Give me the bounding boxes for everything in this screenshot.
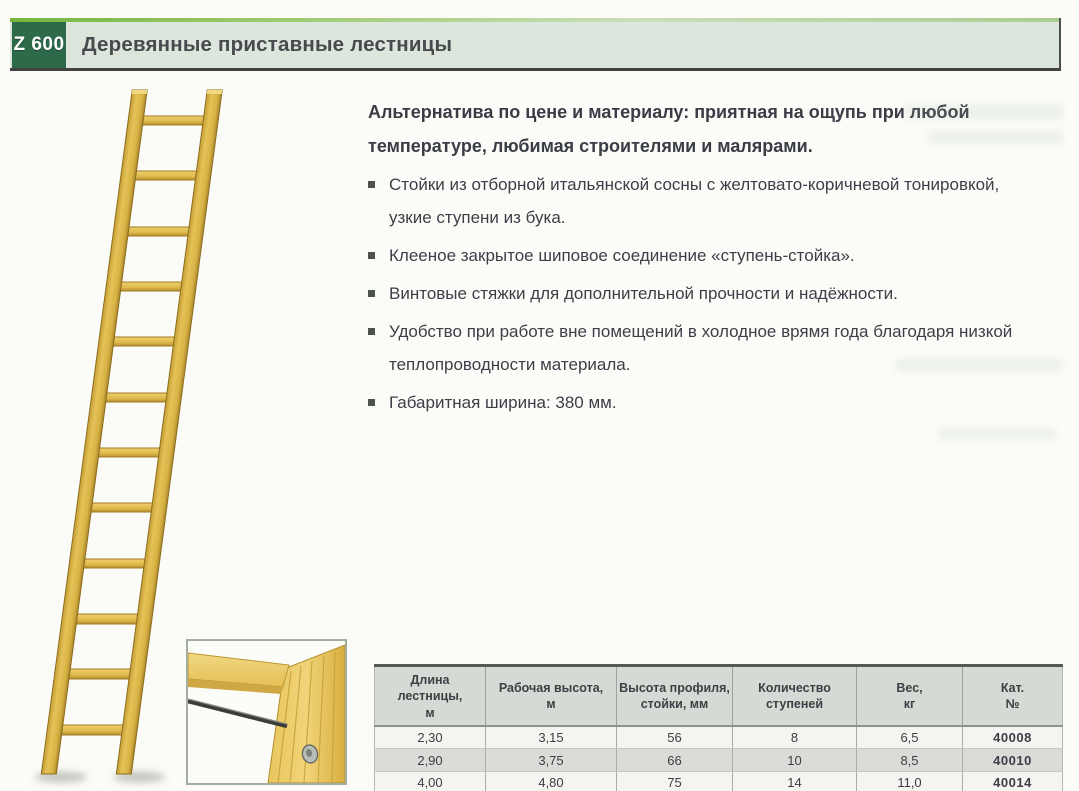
product-code: Z 600: [13, 34, 65, 55]
print-bleed-artifact: [928, 130, 1063, 144]
cell-length: 4,00: [374, 771, 486, 791]
ladder-photo: [35, 89, 223, 783]
table-row: 2,30 3,15 56 8 6,5 40008: [374, 725, 1063, 750]
print-bleed-artifact: [938, 428, 1056, 440]
col-header-profile-height: Высота профиля, стойки, мм: [616, 663, 733, 727]
intro-paragraph: Альтернатива по цене и материалу: приятн…: [368, 102, 970, 156]
table-row: 4,00 4,80 75 14 11,0 40014: [374, 771, 1063, 791]
cell-length: 2,30: [374, 725, 486, 750]
feature-list: Стойки из отборной итальянской сосны с ж…: [368, 168, 1033, 424]
col-header-length: Длина лестницы, м: [374, 663, 486, 727]
cell-step-count: 14: [732, 771, 857, 791]
feature-text: Стойки из отборной итальянской сосны с ж…: [389, 175, 1000, 227]
feature-text: Клееное закрытое шиповое соединение «сту…: [389, 246, 855, 265]
print-bleed-artifact: [895, 358, 1063, 372]
cell-cat-no: 40010: [962, 748, 1063, 773]
joint-detail-image: [186, 639, 347, 785]
product-code-badge: Z 600: [12, 22, 66, 68]
cell-profile-height: 56: [616, 725, 733, 750]
ladder-image: [15, 88, 350, 788]
col-header-cat-no: Кат. №: [962, 663, 1063, 727]
band-accent-line: [10, 18, 1059, 22]
col-header-weight: Вес, кг: [856, 663, 963, 727]
spec-table: Длина лестницы, м Рабочая высота, м Высота…: [374, 663, 1063, 791]
cell-profile-height: 75: [616, 771, 733, 791]
cell-cat-no: 40014: [962, 771, 1063, 791]
table-row: 2,90 3,75 66 10 8,5 40010: [374, 748, 1063, 773]
cell-step-count: 10: [732, 748, 857, 773]
feature-text: Винтовые стяжки для дополнительной прочн…: [389, 284, 898, 303]
cell-working-height: 3,15: [485, 725, 617, 750]
feature-item: Габаритная ширина: 380 мм.: [368, 386, 1033, 419]
cell-weight: 6,5: [856, 725, 963, 750]
cell-working-height: 4,80: [485, 771, 617, 791]
bullet-square-icon: [368, 181, 375, 188]
feature-item: Стойки из отборной итальянской сосны с ж…: [368, 168, 1033, 234]
feature-text: Габаритная ширина: 380 мм.: [389, 393, 617, 412]
feature-item: Винтовые стяжки для дополнительной прочн…: [368, 277, 1033, 310]
cell-step-count: 8: [732, 725, 857, 750]
bullet-square-icon: [368, 252, 375, 259]
page-title: Деревянные приставные лестницы: [82, 33, 453, 56]
section-header-band: Z 600 Деревянные приставные лестницы: [10, 18, 1061, 71]
cell-weight: 8,5: [856, 748, 963, 773]
col-header-working-height: Рабочая высота, м: [485, 663, 617, 727]
cell-length: 2,90: [374, 748, 486, 773]
spec-table-header: Длина лестницы, м Рабочая высота, м Высота…: [374, 663, 1063, 727]
cell-working-height: 3,75: [485, 748, 617, 773]
print-bleed-artifact: [905, 104, 1063, 120]
bullet-square-icon: [368, 399, 375, 406]
feature-item: Клееное закрытое шиповое соединение «сту…: [368, 239, 1033, 272]
joint-detail-photo: [188, 641, 345, 783]
cell-cat-no: 40008: [962, 725, 1063, 750]
feature-item: Удобство при работе вне помещений в холо…: [368, 315, 1033, 381]
bullet-square-icon: [368, 328, 375, 335]
col-header-step-count: Количество ступеней: [732, 663, 857, 727]
cell-weight: 11,0: [856, 771, 963, 791]
cell-profile-height: 66: [616, 748, 733, 773]
feature-text: Удобство при работе вне помещений в холо…: [389, 322, 1013, 374]
bullet-square-icon: [368, 290, 375, 297]
